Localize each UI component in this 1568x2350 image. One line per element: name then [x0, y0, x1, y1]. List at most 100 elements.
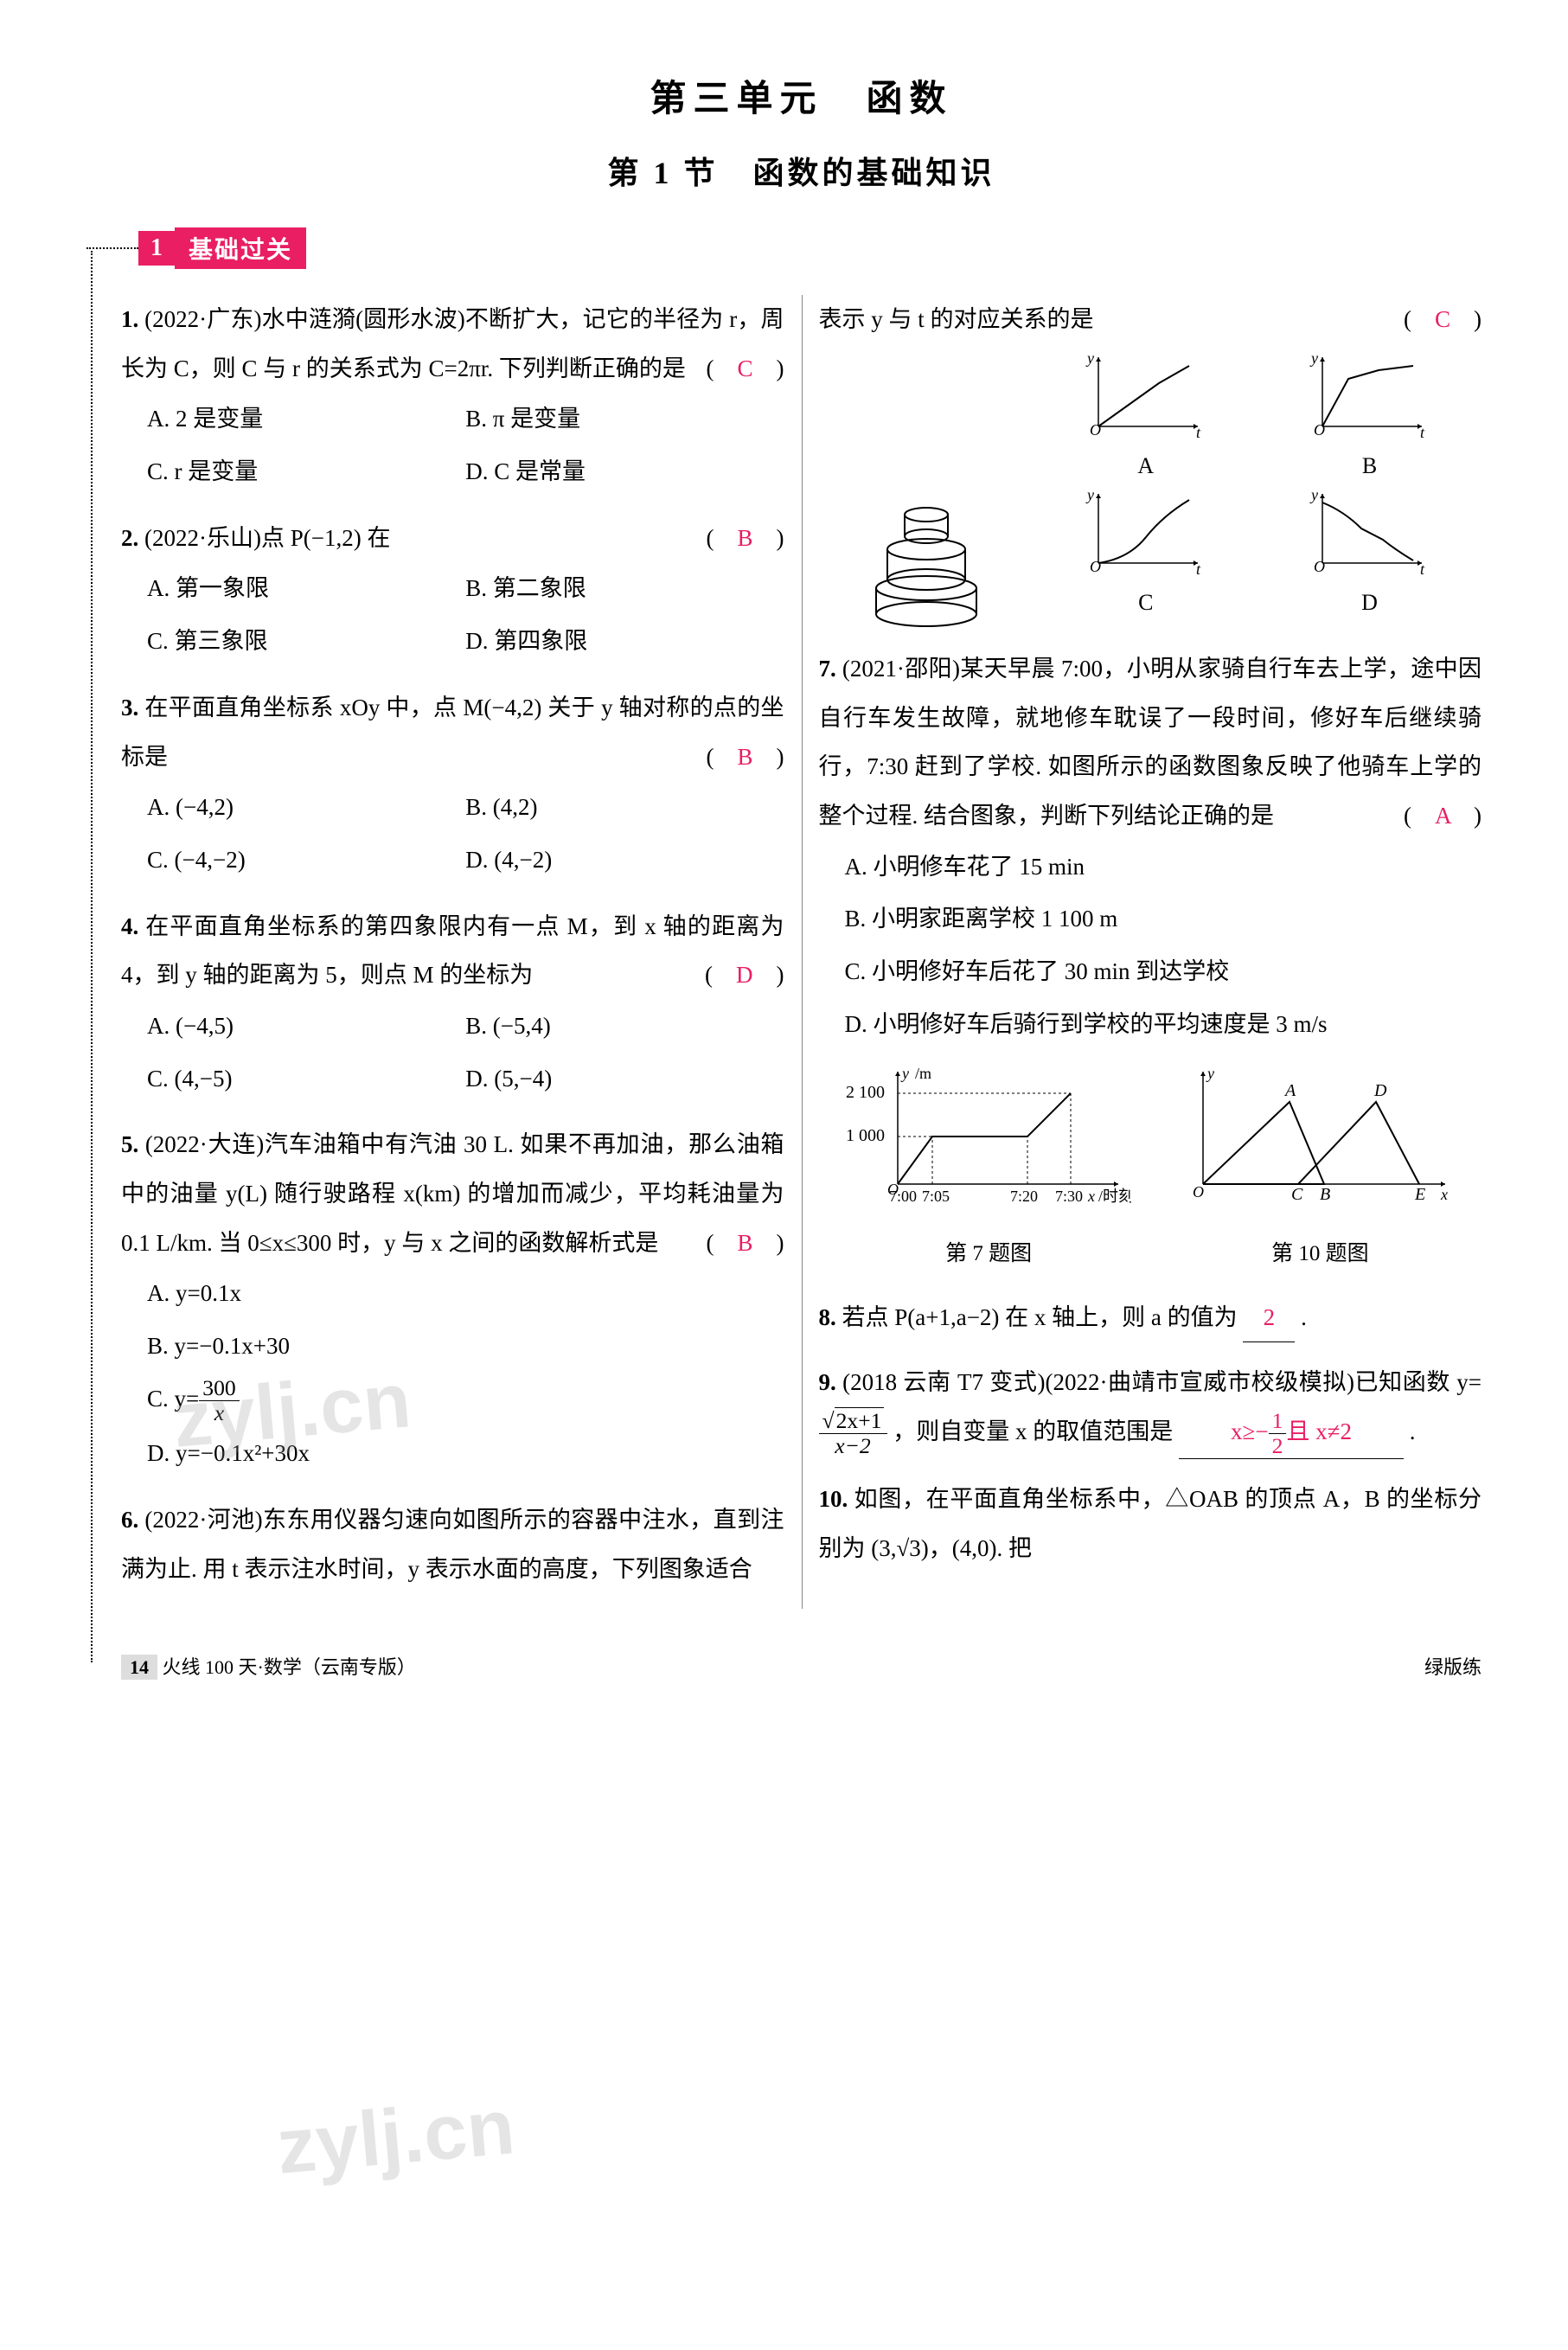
svg-text:7:00: 7:00 — [889, 1188, 917, 1205]
q5-opt-d: D. y=−0.1x²+30x — [121, 1427, 784, 1480]
svg-text:/时刻: /时刻 — [1098, 1188, 1131, 1205]
q9-ans-post: 且 x≠2 — [1286, 1418, 1352, 1444]
svg-text:C: C — [1291, 1185, 1303, 1204]
q10-num: 10. — [819, 1486, 848, 1512]
q3-answer: B — [737, 744, 752, 770]
svg-text:y: y — [900, 1065, 909, 1082]
left-dotted-margin — [91, 251, 93, 1662]
section-num: 1 — [138, 231, 175, 266]
q3-opt-b: B. (4,2) — [465, 781, 784, 834]
q6-label-d: D — [1309, 579, 1430, 627]
q4-opt-b: B. (−5,4) — [465, 1000, 784, 1053]
q7-opt-c: C. 小明修好车后花了 30 min 到达学校 — [819, 945, 1482, 998]
q4-text: 在平面直角坐标系的第四象限内有一点 M，到 x 轴的距离为 4，到 y 轴的距离… — [121, 913, 784, 989]
q7-caption-left: 第 7 题图 — [846, 1232, 1131, 1277]
svg-text:/m: /m — [915, 1065, 931, 1082]
q1-opt-c: C. r 是变量 — [147, 445, 465, 498]
q5-opt-b: B. y=−0.1x+30 — [121, 1320, 784, 1373]
svg-text:O: O — [1193, 1183, 1204, 1201]
q6-graphs: Oty A Oty C Oty B Oty D — [819, 353, 1482, 627]
q9-frac-num: √2x+1 — [819, 1409, 887, 1434]
q3-options: A. (−4,2) B. (4,2) C. (−4,−2) D. (4,−2) — [121, 781, 784, 886]
footer-right: 绿版练 — [1424, 1652, 1482, 1680]
footer-left: 14 火线 100 天·数学（云南专版） — [121, 1652, 416, 1680]
section-header: 1 基础过关 — [86, 227, 1482, 269]
section-label: 基础过关 — [175, 227, 306, 269]
question-3: 3. 在平面直角坐标系 xOy 中，点 M(−4,2) 关于 y 轴对称的点的坐… — [121, 683, 784, 887]
q7-figure-row: y/m x/时刻 O 2 100 1 000 7:00 7:05 — [819, 1063, 1482, 1277]
svg-text:x: x — [1440, 1186, 1448, 1203]
question-9: 9. (2018 云南 T7 变式)(2022·曲靖市宣威市校级模拟)已知函数 … — [819, 1358, 1482, 1459]
right-column: 表示 y 与 t 的对应关系的是 ( C ) — [819, 295, 1482, 1609]
q5-opt-c-pre: C. y= — [147, 1386, 199, 1412]
q2-text: (2022·乐山)点 P(−1,2) 在 — [144, 525, 390, 551]
q6-col2: Oty B Oty D — [1309, 353, 1430, 627]
q9-text-pre: (2018 云南 T7 变式)(2022·曲靖市宣威市校级模拟)已知函数 y= — [842, 1369, 1482, 1395]
svg-text:2 100: 2 100 — [846, 1083, 885, 1102]
left-column: 1. (2022·广东)水中涟漪(圆形水波)不断扩大，记它的半径为 r，周长为 … — [121, 295, 784, 1609]
q6-col1: Oty A Ot y C — [1085, 353, 1206, 627]
q10-chart-right: O x y A B C D E 第 10 题图 — [1186, 1063, 1454, 1277]
q3-opt-a: A. (−4,2) — [147, 781, 465, 834]
column-divider — [802, 295, 803, 1609]
svg-text:t: t — [1196, 560, 1201, 576]
svg-text:t: t — [1420, 560, 1425, 576]
q5-opt-c-num: 300 — [199, 1376, 239, 1401]
question-6-cont: 表示 y 与 t 的对应关系的是 ( C ) — [819, 295, 1482, 627]
q9-ans-num: 1 — [1269, 1409, 1287, 1434]
svg-text:y: y — [1309, 353, 1318, 367]
q5-opt-a: A. y=0.1x — [121, 1267, 784, 1320]
svg-text:D: D — [1373, 1081, 1387, 1100]
svg-text:B: B — [1320, 1185, 1330, 1204]
svg-text:7:20: 7:20 — [1010, 1188, 1038, 1205]
svg-text:y: y — [1085, 353, 1094, 367]
question-8: 8. 若点 P(a+1,a−2) 在 x 轴上，则 a 的值为 2 . — [819, 1293, 1482, 1343]
q7-text: (2021·邵阳)某天早晨 7:00，小明从家骑自行车去上学，途中因自行车发生故… — [819, 656, 1482, 829]
q9-num: 9. — [819, 1369, 836, 1395]
q1-answer-paren: ( C ) — [706, 344, 784, 394]
q5-answer-paren: ( B ) — [706, 1219, 784, 1268]
q5-opt-c: C. y=300x — [121, 1373, 784, 1428]
q3-opt-d: D. (4,−2) — [465, 834, 784, 887]
q8-num: 8. — [819, 1304, 836, 1330]
q9-ans-den: 2 — [1269, 1434, 1287, 1458]
svg-text:O: O — [1090, 558, 1101, 575]
q4-options: A. (−4,5) B. (−5,4) C. (4,−5) D. (5,−4) — [121, 1000, 784, 1105]
q4-opt-c: C. (4,−5) — [147, 1053, 465, 1105]
question-1: 1. (2022·广东)水中涟漪(圆形水波)不断扩大，记它的半径为 r，周长为 … — [121, 295, 784, 498]
q6-container-figure — [870, 480, 982, 627]
q7-num: 7. — [819, 656, 836, 682]
svg-text:7:30: 7:30 — [1055, 1188, 1083, 1205]
svg-text:A: A — [1283, 1081, 1296, 1100]
q8-text: 若点 P(a+1,a−2) 在 x 轴上，则 a 的值为 — [842, 1304, 1238, 1330]
svg-text:y: y — [1085, 490, 1094, 503]
q5-answer: B — [737, 1230, 752, 1256]
q6-graph-c: Ot y C — [1085, 490, 1206, 627]
q5-options: A. y=0.1x B. y=−0.1x+30 C. y=300x D. y=−… — [121, 1267, 784, 1480]
q6-graph-b: Oty B — [1309, 353, 1430, 490]
q7-opt-a: A. 小明修车花了 15 min — [819, 841, 1482, 893]
q1-num: 1. — [121, 306, 138, 332]
q6-graph-a: Oty A — [1085, 353, 1206, 490]
q6-answer-paren: ( C ) — [1404, 295, 1482, 344]
footer: 14 火线 100 天·数学（云南专版） 绿版练 — [121, 1652, 1482, 1680]
svg-text:t: t — [1420, 424, 1425, 439]
q1-options: A. 2 是变量 B. π 是变量 C. r 是变量 D. C 是常量 — [121, 393, 784, 497]
q5-num: 5. — [121, 1131, 138, 1157]
q10-caption-right: 第 10 题图 — [1186, 1232, 1454, 1277]
question-2: 2. (2022·乐山)点 P(−1,2) 在 ( B ) A. 第一象限 B.… — [121, 514, 784, 668]
q6-label-a: A — [1085, 443, 1206, 490]
q9-radicand: 2x+1 — [835, 1407, 884, 1433]
question-7: 7. (2021·邵阳)某天早晨 7:00，小明从家骑自行车去上学，途中因自行车… — [819, 644, 1482, 1277]
q4-num: 4. — [121, 913, 138, 939]
q1-answer: C — [737, 355, 752, 381]
q1-opt-b: B. π 是变量 — [465, 393, 784, 445]
q2-opt-c: C. 第三象限 — [147, 615, 465, 668]
q2-num: 2. — [121, 525, 138, 551]
q7-chart-left: y/m x/时刻 O 2 100 1 000 7:00 7:05 — [846, 1063, 1131, 1277]
unit-title: 第三单元 函数 — [121, 69, 1482, 122]
dotted-leader — [86, 247, 138, 249]
q6-label-c: C — [1085, 579, 1206, 627]
q6-answer: C — [1435, 306, 1450, 332]
page-number: 14 — [121, 1655, 157, 1680]
